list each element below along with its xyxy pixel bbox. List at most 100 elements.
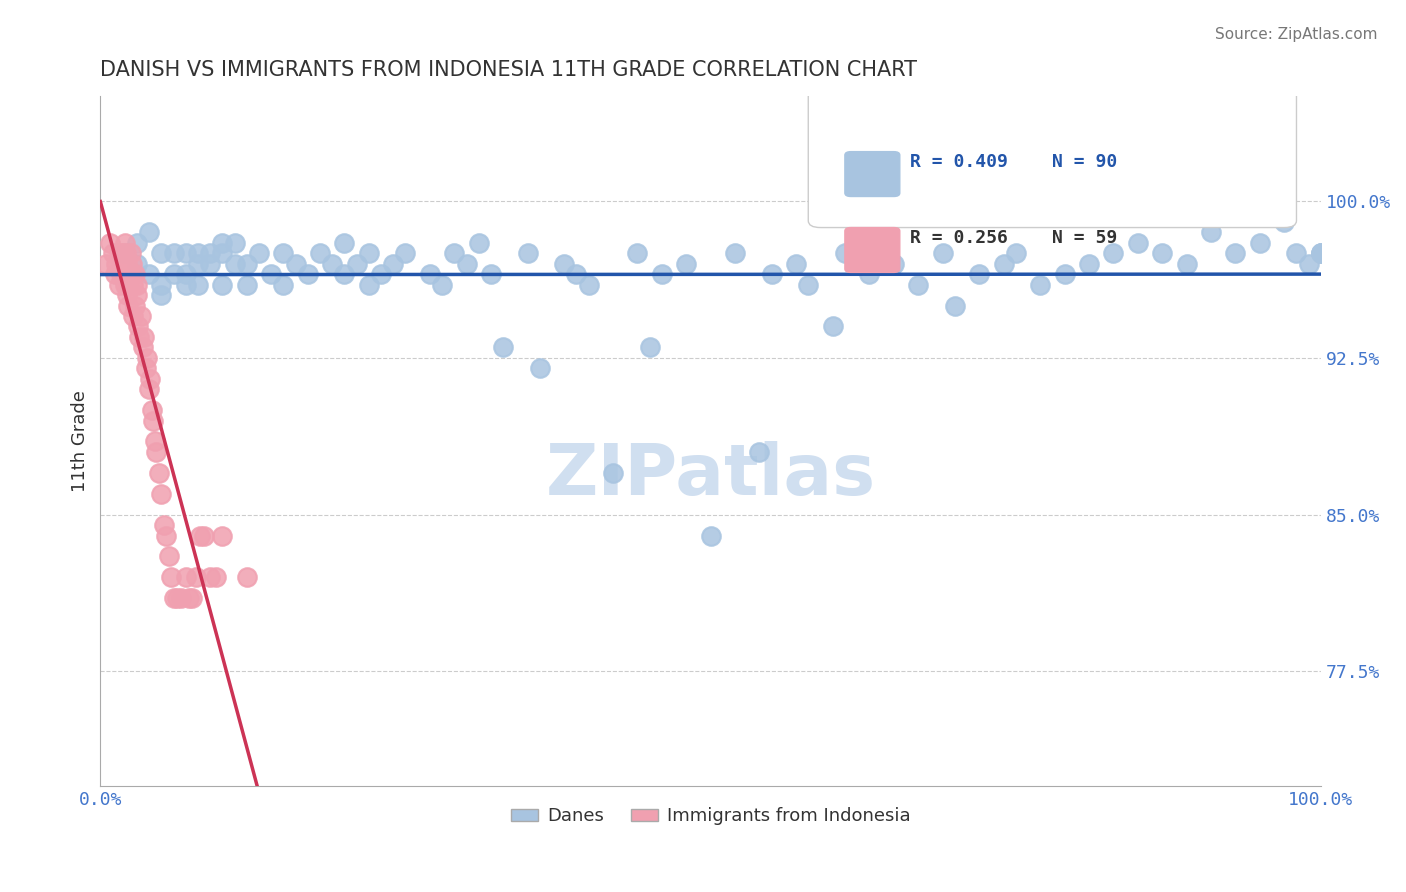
Point [211, 246, 233, 260]
Point [138, 267, 160, 281]
Point [134, 361, 156, 376]
Point [101, 246, 124, 260]
Point [382, 257, 405, 271]
Text: R = 0.409: R = 0.409 [910, 153, 1008, 171]
Point [155, 528, 177, 542]
Point [132, 340, 155, 354]
Point [236, 277, 259, 292]
Point [180, 591, 202, 606]
Point [205, 570, 228, 584]
Point [120, 267, 142, 281]
Point [124, 299, 146, 313]
Point [516, 246, 538, 260]
Point [107, 246, 129, 260]
Point [224, 257, 246, 271]
Point [247, 246, 270, 260]
Point [190, 528, 212, 542]
Point [993, 257, 1015, 271]
Text: ZIPatlas: ZIPatlas [546, 442, 876, 510]
Point [162, 267, 184, 281]
Point [150, 487, 173, 501]
Point [1272, 215, 1295, 229]
Point [931, 246, 953, 260]
Point [160, 570, 183, 584]
Point [138, 382, 160, 396]
Point [162, 591, 184, 606]
Point [145, 445, 167, 459]
Point [142, 413, 165, 427]
Point [96, 257, 118, 271]
Point [114, 277, 136, 292]
Point [1309, 246, 1331, 260]
Point [170, 591, 193, 606]
Point [125, 288, 148, 302]
Point [785, 257, 807, 271]
Point [333, 235, 356, 250]
Point [115, 288, 138, 302]
Point [115, 246, 138, 260]
Point [129, 309, 152, 323]
Point [162, 246, 184, 260]
Point [430, 277, 453, 292]
Point [297, 267, 319, 281]
Point [651, 267, 673, 281]
Point [748, 445, 770, 459]
Point [467, 235, 489, 250]
Point [1175, 257, 1198, 271]
Point [125, 277, 148, 292]
Point [602, 466, 624, 480]
Point [309, 246, 332, 260]
Point [174, 570, 197, 584]
Point [211, 277, 233, 292]
Point [122, 277, 145, 292]
Point [150, 246, 173, 260]
Point [553, 257, 575, 271]
Point [224, 235, 246, 250]
Text: Source: ZipAtlas.com: Source: ZipAtlas.com [1215, 27, 1378, 42]
Point [179, 591, 201, 606]
Point [357, 277, 380, 292]
Point [1102, 246, 1125, 260]
Point [1309, 246, 1331, 260]
Point [153, 518, 176, 533]
Point [187, 246, 209, 260]
Point [157, 549, 180, 564]
Point [174, 267, 197, 281]
Point [139, 372, 162, 386]
Point [110, 267, 132, 281]
Point [111, 257, 134, 271]
Point [1225, 246, 1247, 260]
Point [357, 246, 380, 260]
Point [1004, 246, 1026, 260]
FancyBboxPatch shape [845, 227, 900, 272]
Point [346, 257, 368, 271]
Point [443, 246, 465, 260]
Point [370, 267, 392, 281]
Point [260, 267, 283, 281]
Point [1078, 257, 1101, 271]
Point [107, 277, 129, 292]
Point [492, 340, 515, 354]
Point [200, 257, 222, 271]
FancyBboxPatch shape [845, 152, 900, 196]
Point [121, 257, 143, 271]
Point [333, 267, 356, 281]
Text: N = 90: N = 90 [1052, 153, 1118, 171]
Point [967, 267, 990, 281]
Point [148, 466, 170, 480]
Point [150, 277, 173, 292]
Point [1126, 235, 1149, 250]
Point [138, 225, 160, 239]
Point [578, 277, 600, 292]
Point [114, 235, 136, 250]
Point [98, 235, 121, 250]
Point [125, 257, 148, 271]
Point [105, 257, 128, 271]
Point [1029, 277, 1052, 292]
Point [456, 257, 478, 271]
Point [1249, 235, 1271, 250]
Point [120, 246, 142, 260]
Point [529, 361, 551, 376]
Text: N = 59: N = 59 [1052, 229, 1118, 247]
Point [1053, 267, 1076, 281]
